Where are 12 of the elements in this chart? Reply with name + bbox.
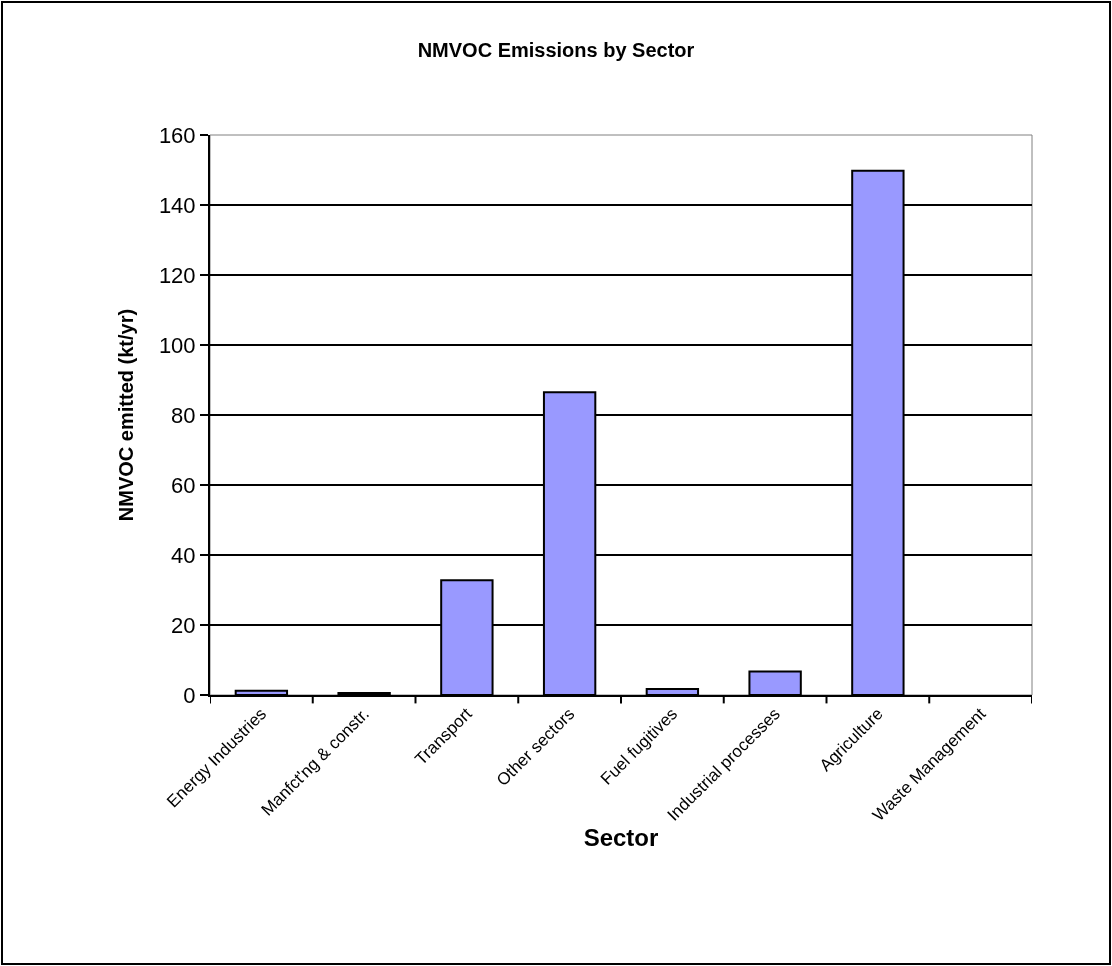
y-tick-label: 120: [158, 262, 196, 288]
x-axis-title: Sector: [583, 823, 659, 851]
y-tick-label: 80: [171, 402, 196, 428]
y-tick-label: 20: [171, 612, 196, 638]
y-tick-label: 100: [158, 332, 196, 358]
y-tick-label: 140: [158, 192, 196, 218]
y-axis-title: NMVOC emitted (kt/yr): [114, 308, 137, 522]
y-tick-label: 40: [171, 542, 196, 568]
chart-title: NMVOC Emissions by Sector: [417, 39, 695, 62]
y-tick-label: 160: [158, 122, 196, 148]
y-tick-label: 0: [183, 682, 196, 708]
y-tick-label: 60: [171, 472, 196, 498]
